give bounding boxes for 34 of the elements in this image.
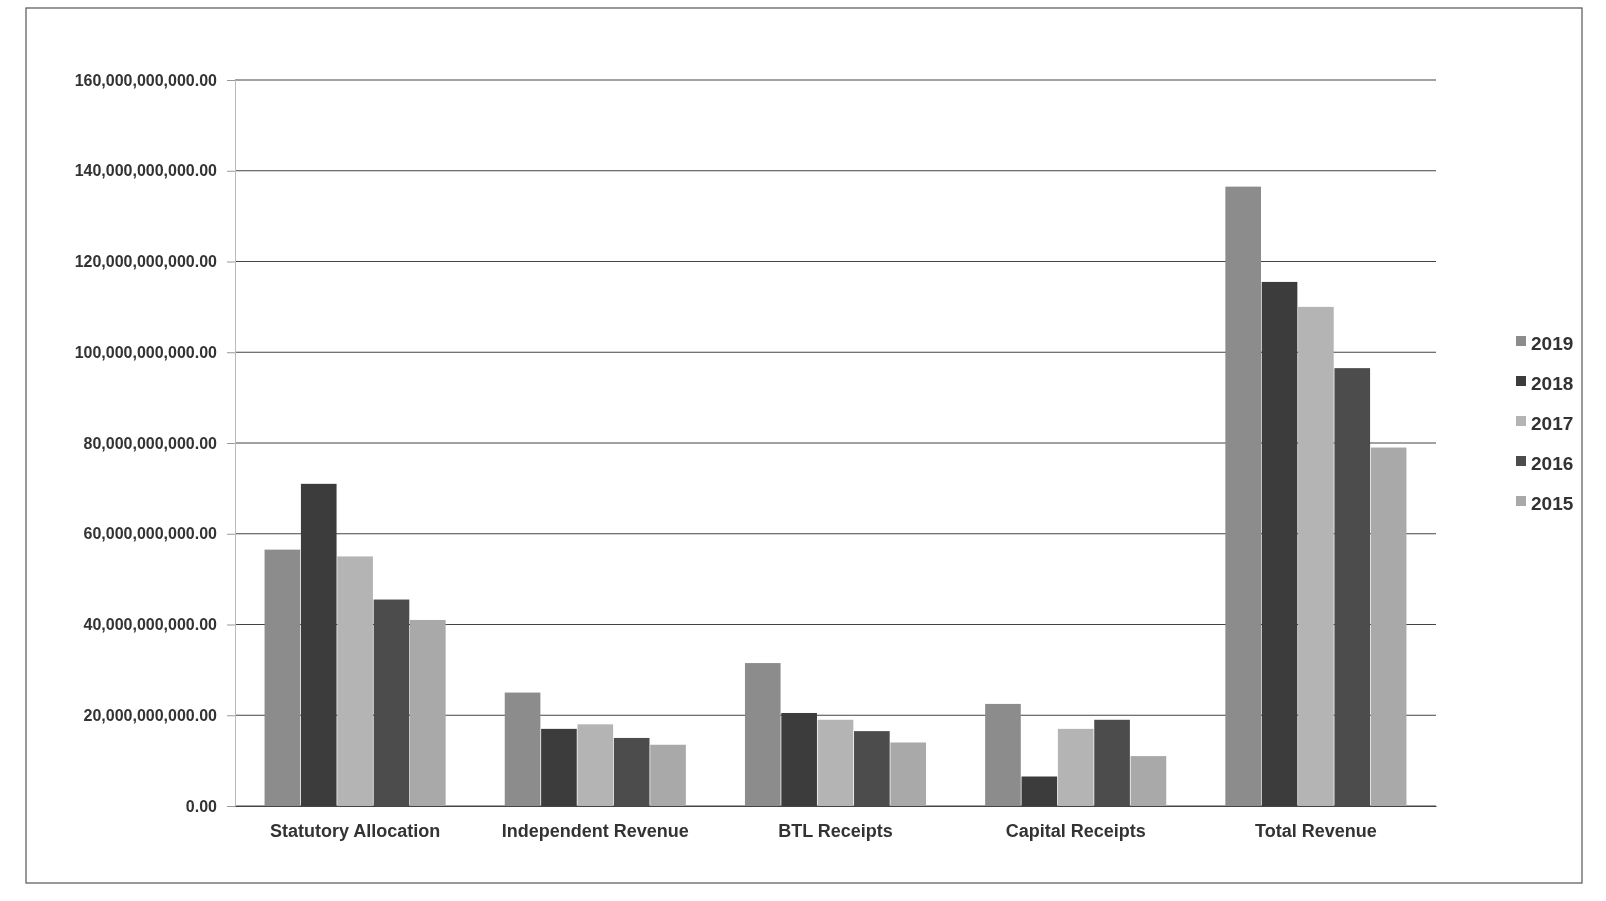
bar: [744, 663, 781, 806]
legend-label: 2018: [1531, 372, 1574, 394]
y-tick-label: 140,000,000,000.00: [74, 162, 218, 180]
y-tick-label: 160,000,000,000.00: [74, 71, 218, 89]
y-tick-label: 20,000,000,000.00: [83, 706, 218, 724]
y-tick-label: 40,000,000,000.00: [83, 616, 218, 634]
y-tick-label: 80,000,000,000.00: [83, 434, 218, 452]
bar: [650, 744, 686, 806]
y-tick-label: 0.00: [185, 797, 218, 815]
bar: [890, 742, 927, 806]
x-tick-label: Total Revenue: [1255, 820, 1377, 841]
y-tick-label: 60,000,000,000.00: [83, 525, 218, 543]
bar: [1130, 756, 1167, 806]
bar: [1225, 186, 1261, 806]
bar: [1298, 306, 1334, 806]
bar: [817, 719, 854, 806]
bar: [337, 556, 373, 806]
x-tick-label: Capital Receipts: [1005, 820, 1146, 841]
y-tick-label: 120,000,000,000.00: [74, 253, 218, 271]
bar: [410, 619, 446, 806]
x-tick-label: BTL Receipts: [778, 820, 893, 841]
bar: [504, 692, 541, 806]
x-tick-label: Independent Revenue: [501, 820, 689, 841]
bar: [1057, 728, 1094, 806]
legend-label: 2015: [1531, 492, 1574, 514]
y-tick-label: 100,000,000,000.00: [74, 343, 218, 361]
bar: [1370, 447, 1407, 806]
bar: [577, 724, 614, 806]
legend-label: 2016: [1531, 452, 1574, 474]
bar: [985, 703, 1021, 806]
x-tick-label: Statutory Allocation: [269, 820, 441, 841]
legend-label: 2019: [1531, 332, 1574, 354]
bar: [264, 549, 301, 806]
legend-label: 2017: [1531, 412, 1574, 434]
